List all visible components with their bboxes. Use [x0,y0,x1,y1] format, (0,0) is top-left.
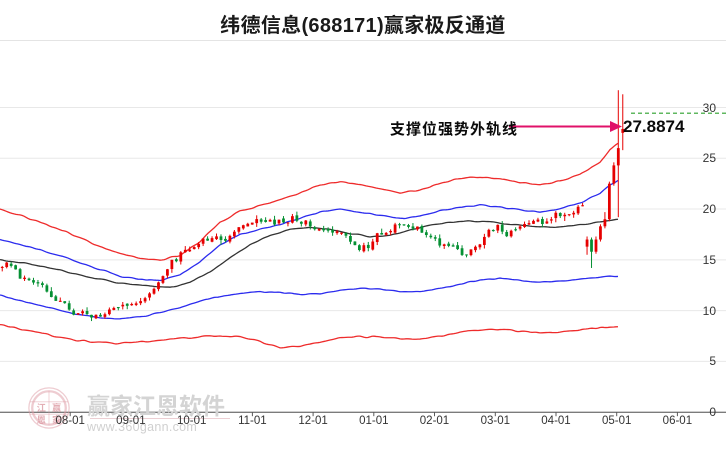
svg-text:赢: 赢 [52,402,61,413]
svg-text:江: 江 [37,402,46,413]
svg-text:恩: 恩 [37,415,46,425]
